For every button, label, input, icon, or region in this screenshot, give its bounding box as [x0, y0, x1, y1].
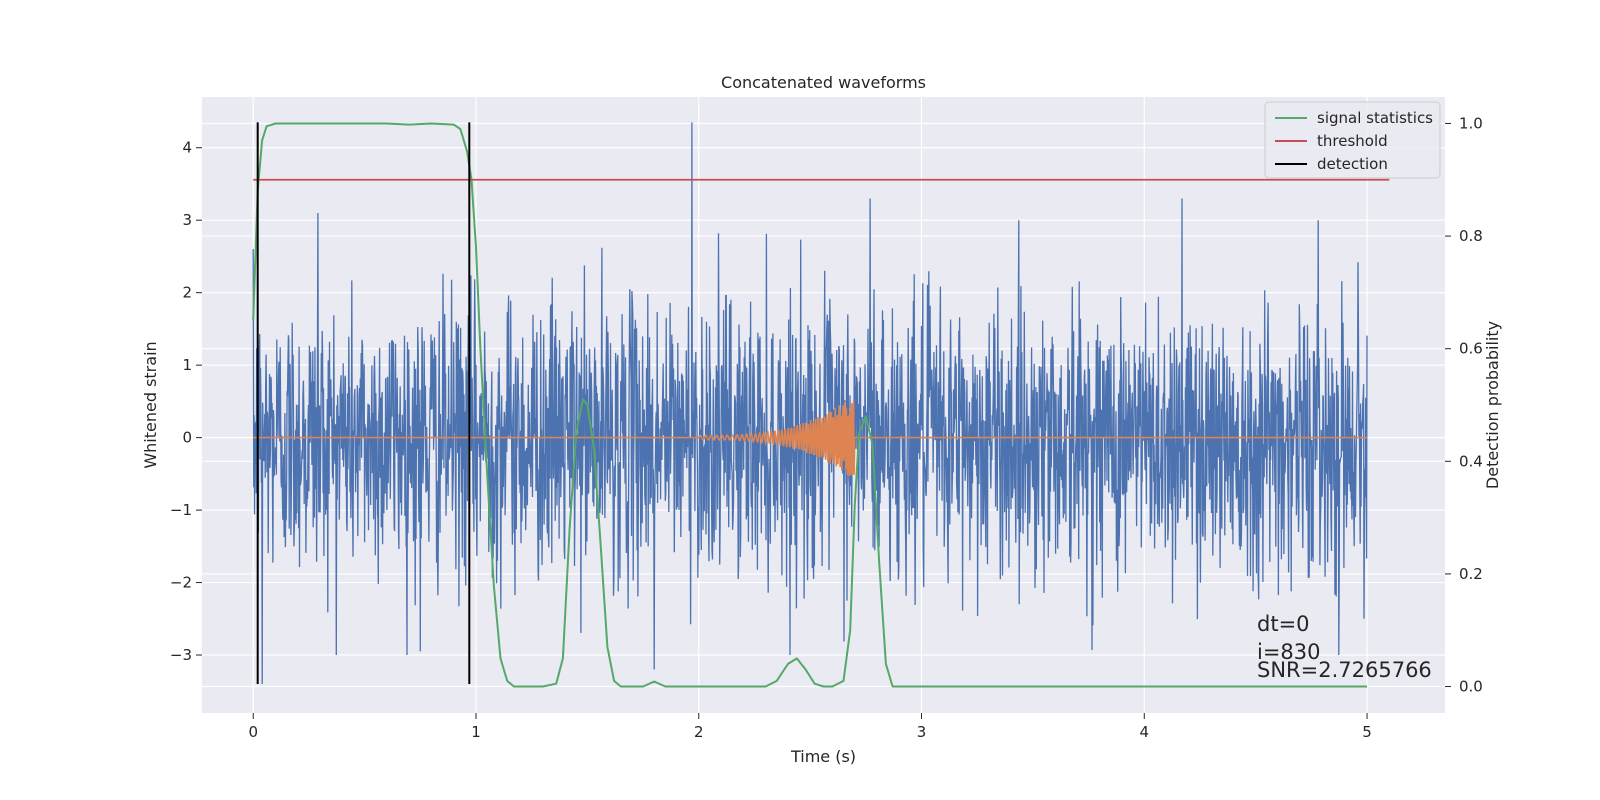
y-axis-label: Whitened strain	[141, 341, 160, 468]
data-layer	[252, 122, 1390, 688]
y2-tick-label: 0.4	[1459, 452, 1483, 470]
strain-series-line	[252, 122, 1368, 685]
x-tick-label: 5	[1362, 723, 1372, 741]
y-tick-label: 1	[182, 356, 192, 374]
legend-box	[1264, 101, 1441, 179]
annotation-dt: dt=0	[1257, 612, 1310, 636]
x-tick-label: 4	[1140, 723, 1150, 741]
x-tick-label: 2	[694, 723, 704, 741]
y2-tick-label: 0.6	[1459, 340, 1483, 358]
legend-entry-threshold: threshold	[1317, 132, 1388, 150]
legend-entry-detection: detection	[1317, 155, 1388, 173]
y-tick-label: 0	[182, 429, 192, 447]
annotation-index: i=830	[1257, 640, 1321, 664]
annotation-snr: SNR=2.7265766	[1257, 658, 1432, 682]
legend: signal statistics threshold detection	[1264, 101, 1441, 179]
y2-tick-label: 0.8	[1459, 227, 1483, 245]
y-tick-label: 3	[182, 211, 192, 229]
y-tick-label: −1	[170, 501, 192, 519]
signal-statistics-line	[252, 122, 1367, 688]
y2-tick-label: 0.0	[1459, 678, 1483, 696]
x-axis-label: Time (s)	[790, 747, 856, 766]
y2-tick-label: 0.2	[1459, 565, 1483, 583]
y2-tick-label: 1.0	[1459, 114, 1483, 132]
x-tick-label: 3	[917, 723, 927, 741]
y-tick-label: −3	[170, 646, 192, 664]
y-tick-label: −2	[170, 574, 192, 592]
chart-title: Concatenated waveforms	[721, 73, 926, 92]
axes: 0 1 2 3 4 5 −3 −2 −1 0 1 2 3 4 0.0 0.2 0.4 0.6 0.8 1.0	[170, 114, 1483, 741]
x-tick-label: 1	[471, 723, 481, 741]
y-tick-label: 2	[182, 284, 192, 302]
legend-entry-signal-statistics: signal statistics	[1317, 109, 1433, 127]
injection-series-line	[253, 400, 1367, 477]
x-tick-label: 0	[248, 723, 258, 741]
y-tick-label: 4	[182, 139, 192, 157]
y2-axis-label: Detection probability	[1483, 321, 1502, 489]
